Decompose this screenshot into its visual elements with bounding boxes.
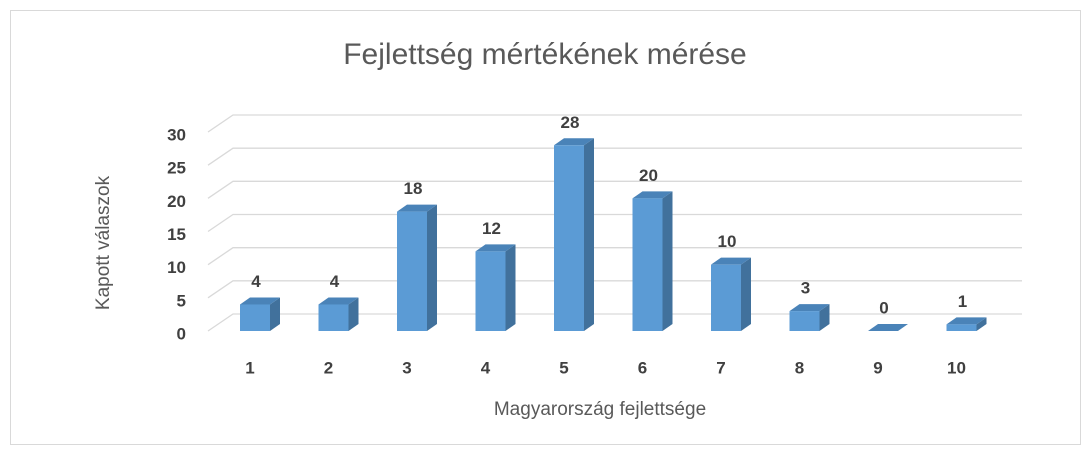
x-tick-label: 10 — [947, 358, 966, 377]
bar-side — [741, 257, 751, 331]
bar — [240, 304, 270, 331]
data-label: 20 — [639, 166, 658, 185]
bar-top — [789, 304, 830, 312]
bar-side — [505, 244, 516, 331]
y-tick-label: 10 — [167, 258, 186, 277]
bar-side — [584, 138, 594, 331]
bar — [711, 264, 741, 331]
bar-top — [554, 138, 594, 146]
bar-top — [946, 317, 987, 325]
y-tick-label: 15 — [167, 225, 186, 244]
x-tick-label: 7 — [716, 358, 725, 377]
data-label: 3 — [801, 279, 810, 298]
x-tick-label: 8 — [795, 358, 804, 377]
data-label: 28 — [561, 113, 580, 132]
y-tick-label: 20 — [167, 192, 186, 211]
bar-top — [475, 244, 516, 252]
data-label: 12 — [482, 219, 501, 238]
data-label: 0 — [879, 298, 888, 317]
bar — [397, 211, 427, 331]
data-label: 18 — [404, 179, 423, 198]
bar-top — [632, 191, 673, 199]
bar-top — [868, 324, 908, 331]
x-tick-label: 3 — [402, 358, 411, 377]
y-tick-label: 25 — [167, 159, 186, 178]
bar-top — [240, 297, 280, 305]
bar — [554, 145, 584, 331]
x-tick-label: 1 — [245, 358, 254, 377]
bar — [789, 311, 820, 331]
bar-top — [711, 257, 751, 265]
data-label: 4 — [251, 272, 261, 291]
y-axis-label: Kapott válaszok — [93, 175, 114, 310]
grid-line — [207, 180, 1022, 199]
y-tick-label: 0 — [177, 324, 186, 343]
data-label: 4 — [330, 272, 340, 291]
bar-side — [662, 191, 673, 331]
bar-side — [427, 204, 437, 331]
x-tick-label: 6 — [638, 358, 647, 377]
y-tick-label: 30 — [167, 125, 186, 144]
bar-side — [348, 297, 359, 331]
grid-line — [207, 213, 1022, 233]
chart-title: Fejlettség mértékének mérése — [343, 38, 747, 71]
x-axis-label: Magyarország fejlettsége — [494, 399, 706, 420]
data-label: 10 — [718, 232, 737, 251]
bar-top — [318, 297, 359, 305]
chart-frame — [10, 10, 1081, 445]
bar — [475, 251, 506, 331]
grid-line — [207, 313, 1022, 332]
x-tick-label: 2 — [324, 358, 333, 377]
grid-line — [207, 114, 1022, 133]
grid-line — [207, 280, 1022, 299]
bar-side — [270, 297, 280, 331]
y-tick-label: 5 — [177, 291, 186, 310]
bar-top — [397, 204, 437, 212]
data-label: 1 — [958, 292, 967, 311]
bar — [946, 324, 977, 331]
bar — [632, 198, 663, 331]
x-tick-label: 5 — [559, 358, 568, 377]
x-tick-label: 4 — [481, 358, 491, 377]
bar — [318, 304, 349, 331]
grid-line — [207, 147, 1022, 166]
grid-line — [207, 247, 1022, 266]
bar-side — [976, 317, 987, 331]
bar-side — [819, 304, 830, 331]
x-tick-label: 9 — [873, 358, 882, 377]
